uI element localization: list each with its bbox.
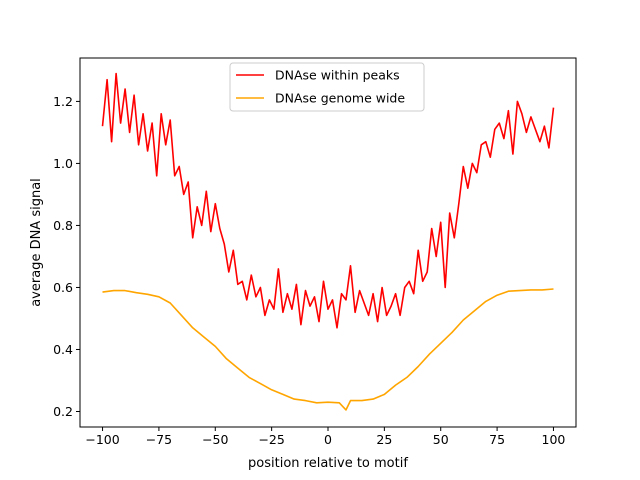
legend: DNAse within peaks DNAse genome wide <box>229 62 425 112</box>
series-layer <box>101 72 555 411</box>
x-tick-label: −25 <box>258 432 284 447</box>
y-tick-label: 1.0 <box>53 156 73 171</box>
legend-box <box>229 62 425 112</box>
x-tick-label: 25 <box>376 432 392 447</box>
x-tick-label: −50 <box>202 432 228 447</box>
y-tick-label: 1.2 <box>53 94 73 109</box>
x-tick-label: 75 <box>489 432 505 447</box>
y-axis-label: average DNA signal <box>29 178 44 307</box>
y-tick-label: 0.4 <box>53 342 73 357</box>
plot-frame <box>79 57 577 428</box>
x-tick-label: −75 <box>146 432 172 447</box>
y-tick-label: 0.8 <box>53 218 73 233</box>
x-tick-label: 50 <box>433 432 449 447</box>
x-tick-label: 100 <box>542 432 566 447</box>
legend-label-dnase-genome-wide: DNAse genome wide <box>275 91 405 106</box>
series-line-dnase-within-peaks <box>101 72 555 329</box>
y-tick-label: 0.6 <box>53 280 73 295</box>
x-tick-label: −100 <box>85 432 119 447</box>
series-line-dnase-genome-wide <box>102 288 554 411</box>
x-tick-label: 0 <box>324 432 332 447</box>
x-axis: −100 −75 −50 −25 0 25 50 75 100 <box>85 427 565 447</box>
x-axis-label: position relative to motif <box>248 456 408 471</box>
legend-label-dnase-within-peaks: DNAse within peaks <box>275 68 400 83</box>
y-tick-label: 0.2 <box>53 404 73 419</box>
y-axis: 0.2 0.4 0.6 0.8 1.0 1.2 <box>53 94 80 419</box>
